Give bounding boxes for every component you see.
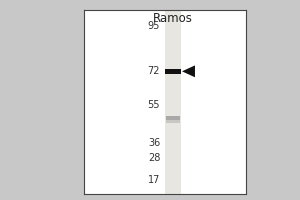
Bar <box>166 116 180 120</box>
Bar <box>166 120 180 123</box>
Text: 95: 95 <box>148 21 160 31</box>
Bar <box>165 10 181 194</box>
Text: 36: 36 <box>148 138 160 148</box>
Text: 28: 28 <box>148 153 160 163</box>
Text: 17: 17 <box>148 175 160 185</box>
Text: 72: 72 <box>148 66 160 76</box>
Polygon shape <box>182 65 195 77</box>
Bar <box>165 69 181 74</box>
Text: 55: 55 <box>148 100 160 110</box>
Text: Ramos: Ramos <box>153 12 193 25</box>
